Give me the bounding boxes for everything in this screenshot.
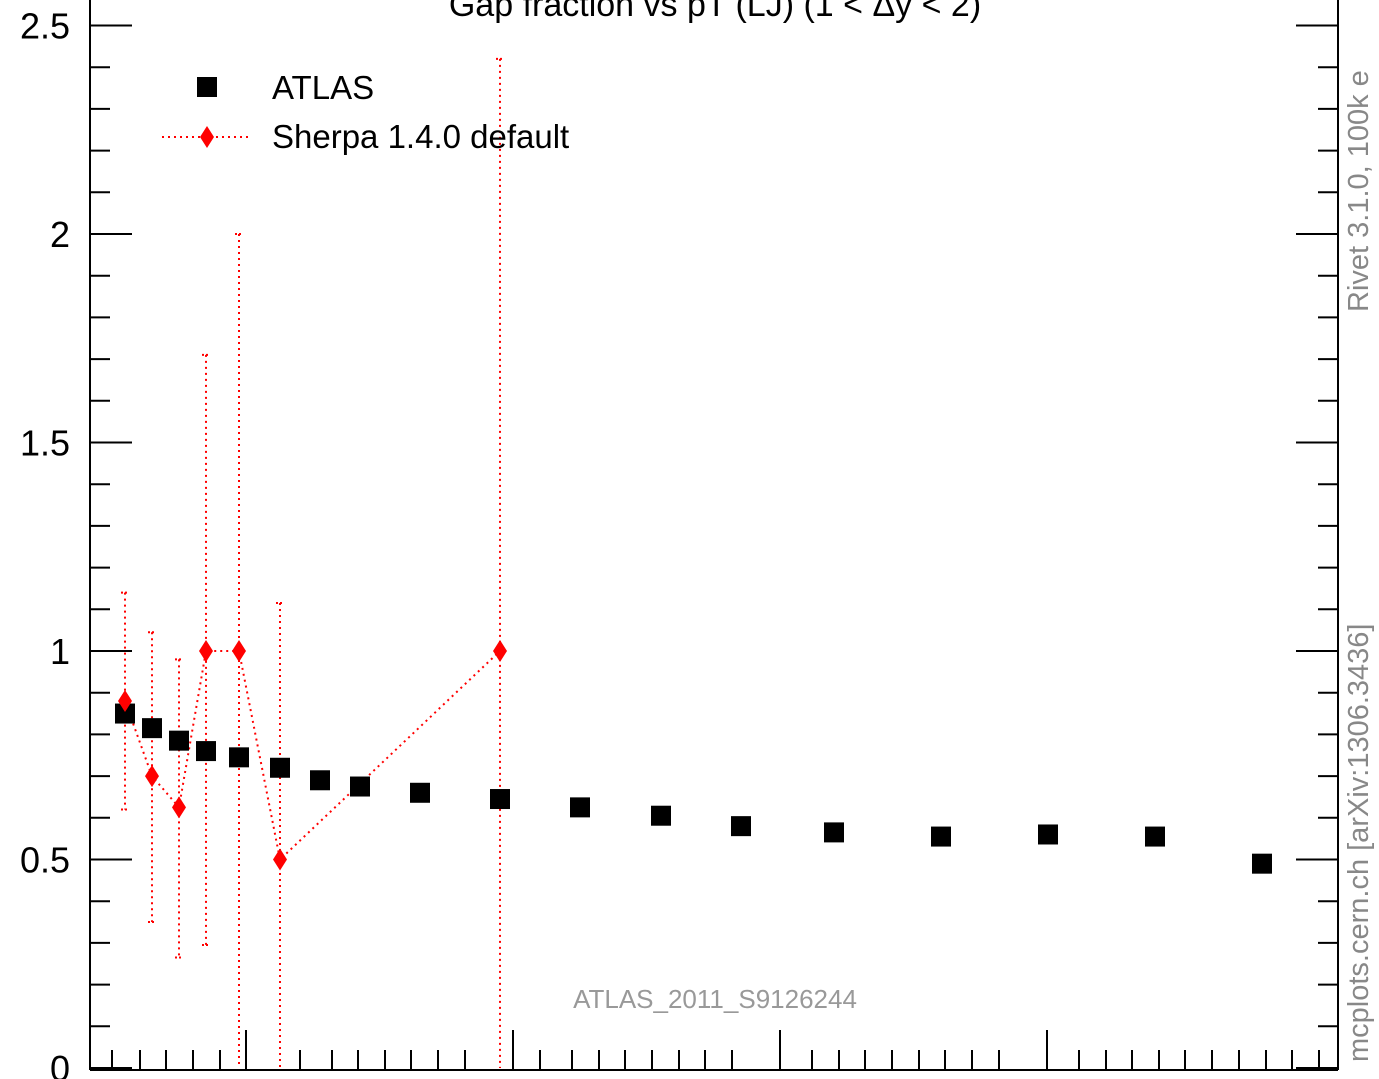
- sherpa-point: [145, 765, 159, 788]
- atlas-point: [142, 718, 162, 739]
- plot-frame: [89, 0, 1339, 1071]
- legend-atlas-marker: [197, 77, 217, 97]
- y-tick-label: 0: [50, 1048, 70, 1079]
- atlas-point: [410, 782, 430, 803]
- atlas-point: [115, 703, 135, 724]
- axis-ticks: [90, 24, 1338, 1070]
- sherpa-line: [124, 650, 501, 862]
- rivet-version-label: Rivet 3.1.0, 100k e: [1343, 70, 1375, 312]
- legend-sherpa-label: Sherpa 1.4.0 default: [272, 118, 569, 155]
- atlas-point: [1252, 853, 1272, 874]
- atlas-point: [651, 805, 671, 826]
- mcplots-source-label: mcplots.cern.ch [arXiv:1306.3436]: [1343, 624, 1375, 1062]
- chart-title: Gap fraction vs pT (LJ) (1 < Δy < 2): [449, 0, 981, 24]
- sherpa-series: [118, 640, 507, 871]
- sherpa-point: [273, 848, 287, 871]
- y-tick-label: 1: [50, 631, 70, 672]
- y-tick-labels: 0 0.5 1 1.5 2 2.5: [20, 6, 70, 1079]
- atlas-point: [1145, 826, 1165, 847]
- atlas-point: [490, 789, 510, 810]
- atlas-point: [270, 757, 290, 778]
- legend: ATLAS Sherpa 1.4.0 default: [162, 69, 569, 155]
- y-tick-label: 2.5: [20, 6, 70, 47]
- atlas-point: [731, 816, 751, 837]
- atlas-point: [824, 822, 844, 843]
- sherpa-point: [199, 640, 213, 662]
- atlas-point: [229, 747, 249, 768]
- legend-sherpa-marker: [200, 126, 214, 148]
- y-tick-label: 2: [50, 214, 70, 255]
- atlas-point: [570, 797, 590, 818]
- sherpa-point: [232, 640, 246, 662]
- atlas-point: [350, 776, 370, 797]
- legend-atlas-label: ATLAS: [272, 69, 374, 106]
- sherpa-point: [172, 796, 186, 819]
- sherpa-point: [493, 640, 507, 662]
- sherpa-error-bars: [121, 57, 504, 1068]
- y-tick-label: 0.5: [20, 840, 70, 881]
- y-tick-label: 1.5: [20, 423, 70, 464]
- atlas-series: [115, 703, 1272, 874]
- atlas-point: [310, 770, 330, 791]
- atlas-point: [169, 730, 189, 751]
- atlas-point: [196, 741, 216, 762]
- atlas-point: [931, 826, 951, 847]
- atlas-point: [1038, 824, 1058, 845]
- sherpa-point: [118, 690, 132, 713]
- sherpa-connecting-line: [124, 650, 501, 862]
- analysis-id: ATLAS_2011_S9126244: [573, 984, 857, 1014]
